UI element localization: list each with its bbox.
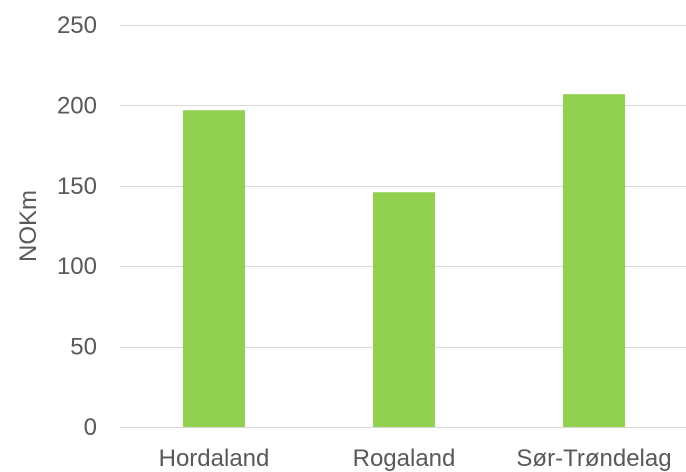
y-tick-label-250: 250 [57, 12, 97, 39]
x-tick-label-rogaland: Rogaland [353, 445, 456, 472]
bar-rogaland [373, 192, 435, 427]
y-tick-label-150: 150 [57, 173, 97, 200]
x-tick-label-hordaland: Hordaland [159, 445, 270, 472]
y-tick-label-200: 200 [57, 92, 97, 119]
bar-hordaland [183, 110, 245, 427]
y-axis-title: NOKm [15, 190, 42, 262]
y-tick-labels: 0 50 100 150 200 250 [57, 12, 97, 441]
y-tick-label-50: 50 [70, 334, 97, 361]
bar-sør-trøndelag [563, 94, 625, 428]
y-tick-label-100: 100 [57, 253, 97, 280]
y-tick-label-0: 0 [84, 414, 97, 441]
bars [183, 94, 625, 428]
x-tick-label-sør-trøndelag: Sør-Trøndelag [516, 445, 671, 472]
x-tick-labels: Hordaland Rogaland Sør-Trøndelag [159, 445, 672, 472]
